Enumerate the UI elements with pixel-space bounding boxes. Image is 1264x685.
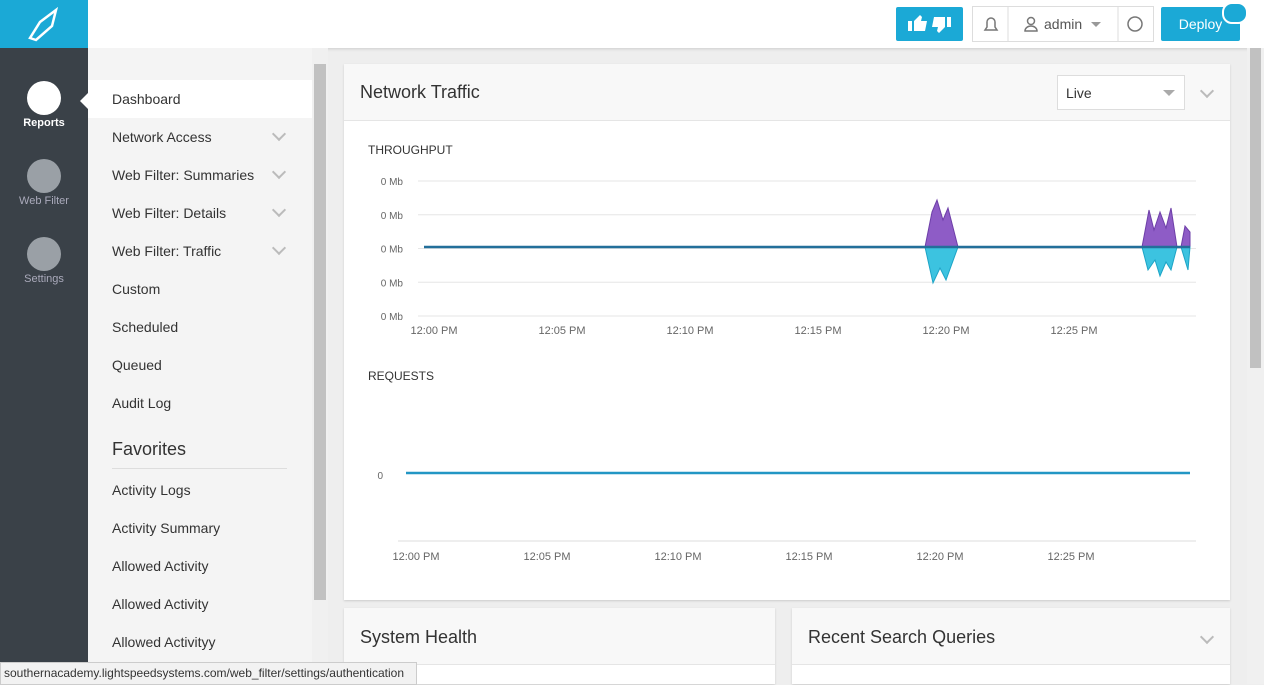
x-tick-label: 12:00 PM [410,325,457,337]
y-tick-label: 0 Mb [381,177,404,188]
x-tick-label: 12:15 PM [785,551,832,563]
nav-label[interactable]: Settings [24,273,64,285]
menu-item[interactable]: Activity Logs [112,482,191,498]
menu-panel [88,48,312,684]
menu-item[interactable]: Dashboard [112,91,181,107]
x-tick-label: 12:20 PM [916,551,963,563]
menu-item[interactable]: Activity Summary [112,520,221,536]
nav-icon[interactable] [27,159,61,193]
menu-item[interactable]: Audit Log [112,395,172,411]
x-tick-label: 12:20 PM [922,325,969,337]
page-scrollbar [1247,48,1264,684]
nav-label[interactable]: Reports [23,117,65,129]
menu-scrollbar [312,48,328,684]
user-tools: admin [972,6,1154,42]
card-title: Network Traffic [360,82,480,102]
chart-label: THROUGHPUT [368,143,453,157]
x-tick-label: 12:05 PM [523,551,570,563]
y-tick-label: 0 Mb [381,312,404,323]
x-tick-label: 12:15 PM [794,325,841,337]
throughput-out [924,246,1191,285]
menu-active [88,80,312,118]
nav-icon[interactable] [27,237,61,271]
y-tick-label: 0 [377,471,383,482]
panel-title: System Health [360,627,478,647]
nav-icon[interactable] [27,81,61,115]
favorites-title: Favorites [112,439,287,469]
panel [792,608,1230,684]
range-value: Live [1066,85,1092,101]
menu-item[interactable]: Web Filter: Summaries [112,167,255,183]
menu-item[interactable]: Scheduled [112,319,179,335]
traffic-card [344,64,1230,600]
user-name[interactable]: admin [1044,16,1083,32]
x-tick-label: 12:00 PM [392,551,439,563]
menu-item[interactable]: Queued [112,357,162,373]
menu-item[interactable]: Allowed Activity [112,558,209,574]
nav-label[interactable]: Web Filter [19,195,69,207]
menu-badge[interactable] [1222,2,1248,24]
menu-item[interactable]: Custom [112,281,161,297]
panel-title: Recent Search Queries [808,627,996,647]
status-url: southernacademy.lightspeedsystems.com/we… [0,662,417,685]
x-tick-label: 12:10 PM [666,325,713,337]
menu-item[interactable]: Web Filter: Traffic [112,243,222,259]
chart-label: REQUESTS [368,369,434,383]
y-tick-label: 0 Mb [381,211,404,222]
feedback-button[interactable] [896,7,963,41]
active-pointer [80,93,88,109]
y-tick-label: 0 Mb [381,278,404,289]
x-tick-label: 12:25 PM [1050,325,1097,337]
range-select[interactable]: Live [1057,75,1185,110]
logo[interactable] [0,0,88,48]
x-tick-label: 12:25 PM [1047,551,1094,563]
menu-item[interactable]: Web Filter: Details [112,205,227,221]
throughput-in [924,198,1191,248]
menu-item[interactable]: Allowed Activityy [112,634,216,650]
menu-item[interactable]: Allowed Activity [112,596,209,612]
x-tick-label: 12:05 PM [538,325,585,337]
x-tick-label: 12:10 PM [654,551,701,563]
y-tick-label: 0 Mb [381,245,404,256]
menu-item[interactable]: Network Access [112,129,212,145]
